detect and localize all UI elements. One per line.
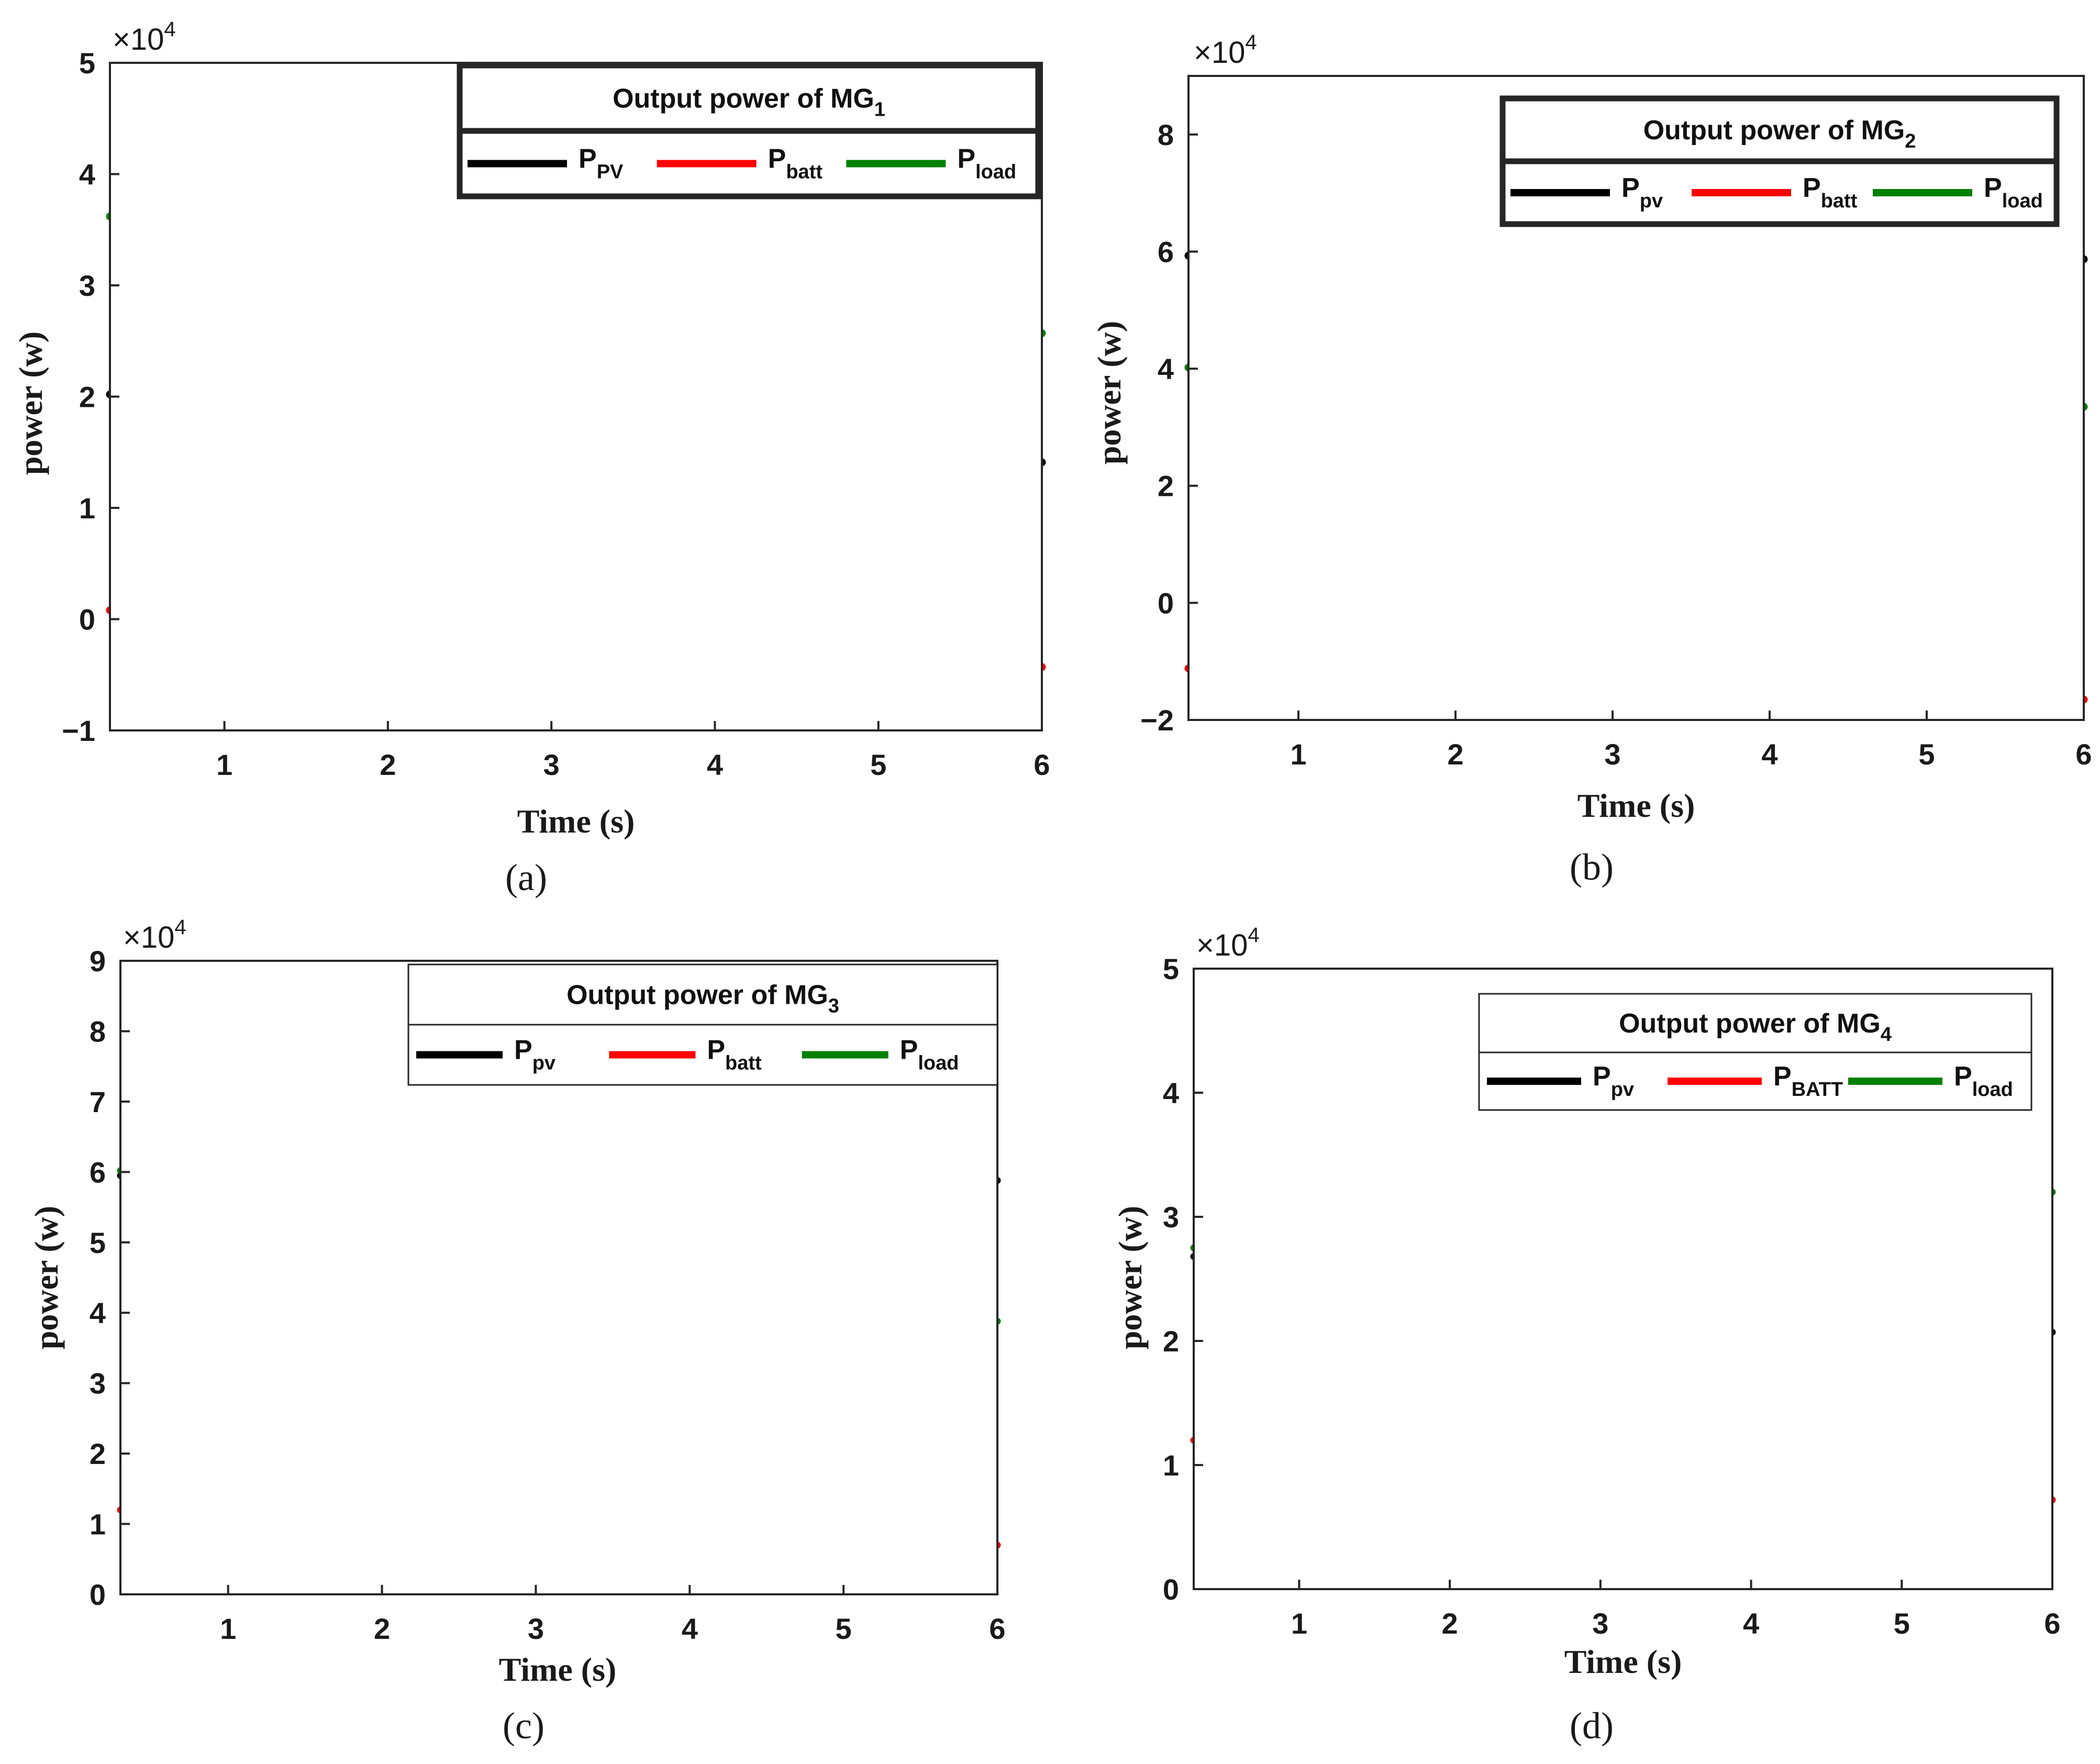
x-tick-label: 5 [1894,1607,1910,1640]
legend-entry-label: PPV [579,144,624,183]
chart-panel-c: 1 2 3 4 5 6 0 1 2 3 4 5 6 7 8 9 ×104 Time (s) power (w) (c)… [28,916,1006,1747]
x-tick-label: 1 [1290,738,1306,771]
x-tick-label: 4 [682,1612,698,1645]
y-tick-label: 6 [1158,235,1174,268]
legend-entry-label: PBATT [1773,1061,1843,1101]
y-tick-label: 0 [90,1578,106,1611]
legend: Output power of MG3 Ppv Pbatt Pload [407,963,998,1086]
y-tick-label: 2 [1158,470,1174,503]
y-axis-label: power (w) [12,331,49,475]
y-tick-label: 2 [1163,1325,1179,1358]
legend-entry-label: Ppv [514,1035,555,1074]
panel-label: (c) [503,1705,545,1747]
y-tick-label: 2 [79,381,95,414]
y-tick-label: 4 [79,158,95,191]
y-tick-label: 1 [1163,1449,1179,1482]
x-tick-label: 1 [216,748,232,781]
legend-entry-label: Pload [1954,1061,2013,1101]
y-axis-label: power (w) [1112,1206,1149,1349]
y-tick-label: 9 [90,945,106,978]
legend-title: Output power of MG4 [1619,1008,1892,1046]
y-tick-label: 5 [79,47,95,80]
y-tick-label: 3 [1163,1201,1179,1234]
x-tick-label: 4 [707,748,723,781]
legend-entry-label: Ppv [1593,1061,1634,1101]
y-axis-label: power (w) [28,1206,65,1349]
x-tick-label: 4 [1743,1607,1759,1640]
legend: Output power of MG4 Ppv PBATT Pload [1478,993,2032,1111]
y-tick-label: 4 [90,1296,106,1329]
y-multiplier-label: ×104 [123,916,186,955]
y-tick-label: 6 [90,1156,106,1189]
x-axis-label: Time (s) [1577,787,1695,824]
x-tick-label: 1 [1291,1607,1307,1640]
y-tick-label: 7 [90,1085,106,1118]
panel-label: (b) [1570,846,1614,888]
y-tick-label: 8 [90,1015,106,1048]
legend-entry-label: Pbatt [1803,173,1858,212]
y-tick-label: 0 [1163,1573,1179,1606]
chart-panel-a: 1 2 3 4 5 6 −1 0 1 2 3 4 5 ×104 Time (s) power (w) (a) Ou… [12,18,1050,898]
x-axis-label: Time (s) [499,1651,617,1688]
y-multiplier-label: ×104 [113,18,176,57]
y-tick-label: 1 [79,492,95,525]
y-tick-label: 3 [90,1367,106,1400]
legend-entry-label: Pload [1984,173,2043,212]
legend-entry-label: Ppv [1621,173,1663,212]
y-tick-label: −1 [62,714,95,747]
x-tick-label: 2 [1442,1607,1458,1640]
x-tick-label: 3 [543,748,560,781]
legend-entry-label: Pbatt [768,144,823,183]
y-axis-label: power (w) [1091,321,1128,464]
y-tick-label: 3 [79,269,95,302]
x-tick-label: 2 [1447,738,1463,771]
y-tick-label: 5 [1163,952,1179,985]
legend-entry-label: Pbatt [707,1035,762,1074]
chart-panel-d: 1 2 3 4 5 6 0 1 2 3 4 5 ×104 Time (s) power (w) (d) Outp… [1112,924,2061,1747]
x-tick-label: 2 [374,1612,390,1645]
x-axis-label: Time (s) [1564,1643,1682,1680]
y-tick-label: 4 [1163,1077,1179,1110]
x-tick-label: 6 [1034,748,1050,781]
x-tick-label: 5 [870,748,886,781]
x-tick-label: 3 [1592,1607,1608,1640]
y-multiplier-label: ×104 [1196,924,1260,962]
x-tick-label: 1 [220,1612,236,1645]
chart-panel-b: 1 2 3 4 5 6 −2 0 2 4 6 8 ×104 Time (s) power (w) (b) Out… [1091,31,2092,888]
y-tick-label: 1 [90,1508,106,1541]
y-multiplier-label: ×104 [1194,31,1257,70]
y-tick-label: 0 [1158,586,1174,619]
x-axis-label: Time (s) [517,803,635,840]
panel-label: (a) [505,857,547,898]
legend-entry-label: Pload [957,144,1016,183]
legend: Output power of MG1 PPV Pbatt Pload [457,62,1041,199]
y-tick-label: 0 [79,603,95,636]
x-tick-label: 5 [1918,738,1935,771]
x-tick-label: 3 [1604,738,1620,771]
x-tick-label: 5 [836,1612,852,1645]
x-tick-label: 6 [2075,738,2092,771]
y-tick-label: 2 [90,1437,106,1470]
y-tick-label: −2 [1140,704,1174,737]
x-tick-label: 6 [989,1612,1005,1645]
legend-title: Output power of MG3 [566,980,839,1017]
x-tick-label: 3 [528,1612,544,1645]
y-tick-label: 8 [1158,118,1174,151]
legend: Output power of MG2 Ppv Pbatt Pload [1499,95,2060,227]
legend-entry-label: Pload [900,1035,959,1074]
x-tick-label: 6 [2044,1607,2060,1640]
y-tick-label: 5 [90,1226,106,1259]
legend-title: Output power of MG2 [1643,115,1916,152]
legend-title: Output power of MG1 [613,84,885,121]
x-tick-label: 4 [1761,738,1777,771]
y-tick-label: 4 [1158,352,1174,385]
panel-label: (d) [1570,1705,1614,1747]
x-tick-label: 2 [380,748,396,781]
